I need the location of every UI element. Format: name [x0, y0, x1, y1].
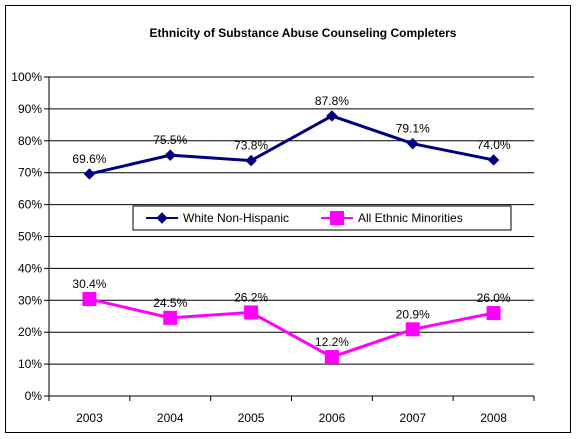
x-axis-ticks: 2003 2004 2005 2006 2007 2008 [48, 396, 535, 425]
data-label: 69.6% [72, 152, 106, 166]
y-tick-label: 30% [18, 293, 42, 307]
series-layer [82, 110, 501, 365]
legend-label: White Non-Hispanic [183, 211, 289, 225]
y-tick-label: 50% [18, 230, 42, 244]
y-tick-label: 100% [11, 70, 42, 84]
legend-marker [156, 212, 168, 224]
data-point-marker [324, 350, 339, 365]
series-line-1 [89, 297, 494, 359]
data-point-marker [407, 137, 419, 150]
legend-marker [330, 211, 344, 225]
y-tick-label: 90% [18, 102, 42, 116]
data-point-marker [164, 149, 176, 161]
data-label: 26.2% [234, 290, 268, 304]
y-tick-label: 20% [18, 325, 42, 339]
data-label: 20.9% [396, 307, 430, 321]
legend: White Non-Hispanic All Ethnic Minorities [132, 205, 512, 231]
data-label: 79.1% [396, 122, 430, 136]
data-point-marker [82, 292, 97, 307]
data-point-marker [163, 310, 178, 325]
data-point-marker [83, 168, 96, 180]
line-chart: Ethnicity of Substance Abuse Counseling … [11, 26, 535, 425]
data-point-marker [486, 306, 501, 321]
x-tick-label: 2004 [157, 411, 184, 425]
data-point-marker [244, 305, 259, 320]
data-point-marker [326, 110, 338, 122]
gridlines [49, 76, 534, 365]
data-labels: 69.6% 75.5% 73.8% 87.8% 79.1% 74.0% 30.4% 24.5%… [72, 94, 511, 349]
data-label: 24.5% [153, 296, 187, 310]
series-line-0 [89, 114, 494, 176]
x-tick-label: 2006 [319, 411, 346, 425]
x-tick-label: 2008 [480, 411, 507, 425]
data-label: 87.8% [315, 94, 349, 108]
data-label: 74.0% [477, 138, 511, 152]
legend-label: All Ethnic Minorities [358, 211, 463, 225]
data-label: 73.8% [234, 139, 268, 153]
y-axis-ticks: 0% 10% 20% 30% 40% 50% 60% 70% 80% 90% 100% [11, 70, 49, 403]
data-label: 26.0% [477, 291, 511, 305]
data-label: 30.4% [72, 277, 106, 291]
data-point-marker [487, 154, 500, 166]
chart-frame: Ethnicity of Substance Abuse Counseling … [5, 5, 571, 433]
y-tick-label: 80% [18, 134, 42, 148]
data-label: 12.2% [315, 335, 349, 349]
y-tick-label: 40% [18, 261, 42, 275]
x-tick-label: 2005 [238, 411, 265, 425]
y-tick-label: 0% [25, 389, 43, 403]
data-point-marker [245, 154, 257, 167]
x-tick-label: 2007 [399, 411, 426, 425]
y-tick-label: 70% [18, 166, 42, 180]
data-point-marker [405, 322, 420, 337]
data-label: 75.5% [153, 133, 187, 147]
y-tick-label: 60% [18, 198, 42, 212]
y-tick-label: 10% [18, 357, 42, 371]
chart-title: Ethnicity of Substance Abuse Counseling … [150, 26, 457, 40]
x-tick-label: 2003 [76, 411, 103, 425]
